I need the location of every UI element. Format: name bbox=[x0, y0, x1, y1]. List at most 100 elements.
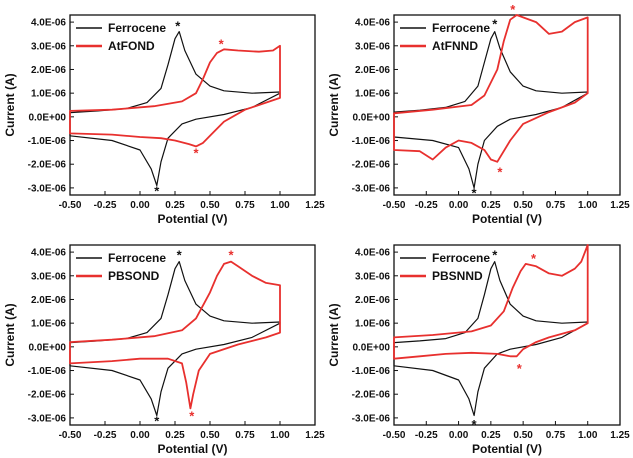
cv-panel-3: -0.50 -0.25 0.00 0.25 0.50 0.75 1.00 1.25 4.0E-0… bbox=[3, 244, 325, 456]
peak-marker: * bbox=[510, 2, 516, 17]
plot-frame bbox=[393, 14, 621, 196]
peak-marker: * bbox=[517, 361, 523, 376]
y-tick-label: -2.0E-06 bbox=[28, 390, 67, 401]
x-tick-label: 0.25 bbox=[481, 430, 501, 441]
x-tick-label: 0.25 bbox=[165, 430, 185, 441]
y-tick-label: 4.0E-06 bbox=[355, 18, 390, 29]
x-tick-label: 0.50 bbox=[200, 430, 220, 441]
series-line-atfnnd bbox=[393, 14, 589, 163]
x-axis-label: Potential (V) bbox=[472, 212, 542, 226]
x-tick-label: 0.00 bbox=[130, 430, 150, 441]
x-tick-label: 1.25 bbox=[305, 200, 325, 211]
x-tick-label: 0.50 bbox=[513, 430, 533, 441]
peak-marker: * bbox=[177, 247, 183, 262]
peak-marker: * bbox=[472, 186, 478, 201]
series-line-pbsond bbox=[69, 260, 281, 410]
x-tick-label: -0.50 bbox=[59, 430, 82, 441]
x-tick-label: 1.25 bbox=[610, 430, 630, 441]
peak-marker: * bbox=[175, 19, 181, 34]
y-tick-label: 1.0E-06 bbox=[31, 319, 66, 330]
x-tick-label: -0.50 bbox=[59, 200, 82, 211]
peak-marker: * bbox=[189, 409, 195, 424]
y-axis-label: Current (A) bbox=[3, 73, 17, 136]
y-tick-label: 3.0E-06 bbox=[355, 41, 390, 52]
x-tick-label: 0.00 bbox=[449, 430, 469, 441]
plot-frame bbox=[69, 244, 316, 426]
x-tick-label: 1.00 bbox=[578, 430, 598, 441]
x-tick-label: 0.25 bbox=[481, 200, 501, 211]
y-tick-label: 4.0E-06 bbox=[31, 248, 66, 259]
peak-marker: * bbox=[193, 145, 199, 160]
y-axis-label: Current (A) bbox=[327, 303, 341, 366]
cv-panel-4: -0.50 -0.25 0.00 0.25 0.50 0.75 1.00 1.25 4.0E-0… bbox=[327, 244, 630, 456]
y-tick-label: 0.0E+00 bbox=[352, 342, 390, 353]
y-tick-label: 3.0E-06 bbox=[355, 271, 390, 282]
x-tick-label: -0.25 bbox=[94, 430, 117, 441]
peak-marker: * bbox=[497, 164, 503, 179]
y-tick-label: 0.0E+00 bbox=[352, 112, 390, 123]
y-tick-label: -2.0E-06 bbox=[352, 390, 391, 401]
x-tick-label: -0.50 bbox=[383, 200, 406, 211]
legend-entry: Ferrocene bbox=[108, 251, 166, 265]
cv-panel-1: -0.50 -0.25 0.00 0.25 0.50 0.75 1.00 1.25 4.0E-0… bbox=[3, 14, 325, 226]
peak-marker: * bbox=[154, 183, 160, 198]
y-tick-label: 1.0E-06 bbox=[31, 89, 66, 100]
x-tick-label: 1.00 bbox=[270, 200, 290, 211]
y-tick-label: -3.0E-06 bbox=[28, 183, 67, 194]
x-tick-label: 0.50 bbox=[513, 200, 533, 211]
x-axis-label: Potential (V) bbox=[472, 442, 542, 456]
x-tick-label: 0.75 bbox=[235, 430, 255, 441]
y-tick-label: -1.0E-06 bbox=[352, 366, 391, 377]
peak-marker: * bbox=[472, 417, 478, 432]
y-tick-label: 3.0E-06 bbox=[31, 271, 66, 282]
y-tick-label: 0.0E+00 bbox=[28, 342, 66, 353]
x-tick-label: 1.25 bbox=[610, 200, 630, 211]
x-axis-label: Potential (V) bbox=[157, 212, 227, 226]
legend-entry: Ferrocene bbox=[108, 21, 166, 35]
legend-entry: Ferrocene bbox=[432, 251, 490, 265]
y-tick-label: 1.0E-06 bbox=[355, 89, 390, 100]
x-tick-label: 0.75 bbox=[546, 200, 566, 211]
x-tick-label: -0.25 bbox=[415, 430, 438, 441]
y-tick-label: 1.0E-06 bbox=[355, 319, 390, 330]
y-tick-label: 2.0E-06 bbox=[31, 295, 66, 306]
peak-marker: * bbox=[154, 413, 160, 428]
plot-frame bbox=[393, 244, 621, 426]
y-tick-label: 2.0E-06 bbox=[355, 295, 390, 306]
y-tick-label: -2.0E-06 bbox=[352, 160, 391, 171]
x-tick-label: -0.25 bbox=[415, 200, 438, 211]
y-tick-label: -3.0E-06 bbox=[352, 183, 391, 194]
legend-entry: PBSNND bbox=[432, 269, 483, 283]
x-tick-label: 1.25 bbox=[305, 430, 325, 441]
x-axis-label: Potential (V) bbox=[157, 442, 227, 456]
series-line-ferrocene bbox=[69, 261, 281, 417]
cv-panel-2: -0.50 -0.25 0.00 0.25 0.50 0.75 1.00 1.25 4.0E-0… bbox=[327, 2, 630, 226]
plot-frame bbox=[69, 14, 316, 196]
x-tick-label: 0.00 bbox=[130, 200, 150, 211]
y-tick-label: 3.0E-06 bbox=[31, 41, 66, 52]
y-tick-label: 4.0E-06 bbox=[355, 248, 390, 259]
peak-marker: * bbox=[492, 247, 498, 262]
legend-entry: AtFOND bbox=[108, 39, 155, 53]
series-line-ferrocene bbox=[393, 261, 589, 417]
y-tick-label: -2.0E-06 bbox=[28, 160, 67, 171]
peak-marker: * bbox=[228, 247, 234, 262]
legend-entry: PBSOND bbox=[108, 269, 160, 283]
peak-marker: * bbox=[219, 36, 225, 51]
y-tick-label: -1.0E-06 bbox=[28, 366, 67, 377]
x-tick-label: 1.00 bbox=[270, 430, 290, 441]
x-tick-label: 0.50 bbox=[200, 200, 220, 211]
legend-entry: Ferrocene bbox=[432, 21, 490, 35]
y-tick-label: 4.0E-06 bbox=[31, 18, 66, 29]
x-tick-label: -0.50 bbox=[383, 430, 406, 441]
x-tick-label: 0.00 bbox=[449, 200, 469, 211]
x-tick-label: 1.00 bbox=[578, 200, 598, 211]
y-axis-label: Current (A) bbox=[3, 303, 17, 366]
y-tick-label: 2.0E-06 bbox=[355, 65, 390, 76]
y-tick-label: -3.0E-06 bbox=[28, 413, 67, 424]
y-tick-label: 0.0E+00 bbox=[28, 112, 66, 123]
x-tick-label: 0.75 bbox=[235, 200, 255, 211]
x-tick-label: 0.75 bbox=[546, 430, 566, 441]
series-line-pbsnnd bbox=[393, 244, 589, 360]
